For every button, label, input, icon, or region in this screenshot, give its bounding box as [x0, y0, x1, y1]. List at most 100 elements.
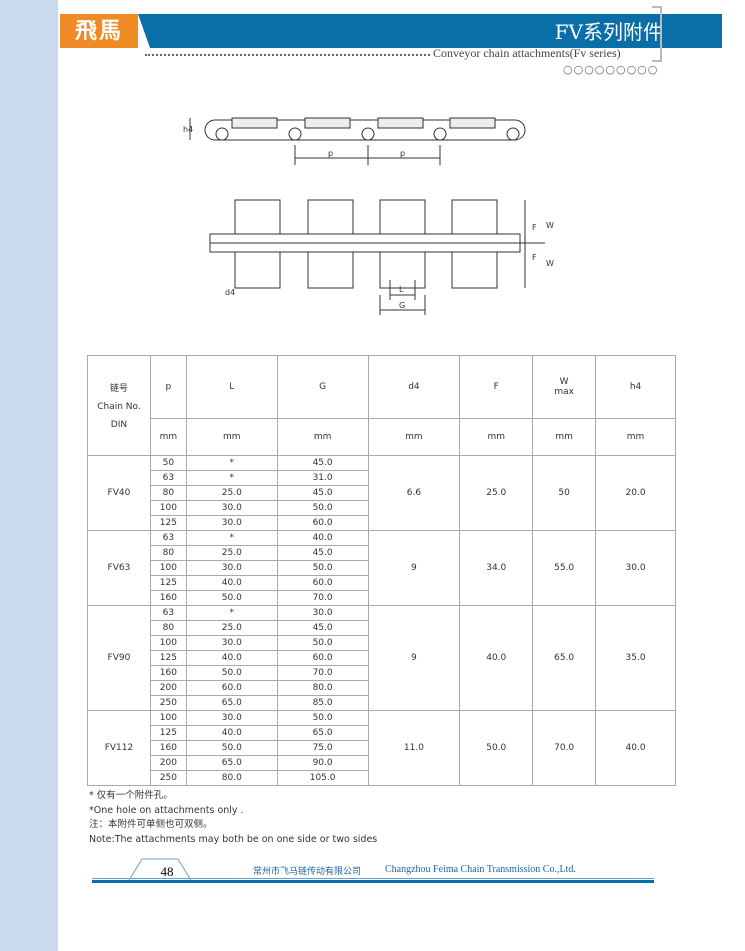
L-cell: 50.0 [185, 740, 278, 756]
L-cell: 80.0 [185, 770, 278, 786]
note-cn-1: * 仅有一个附件孔。 [89, 790, 173, 801]
table-row: 125 30.0 60.0 [88, 515, 676, 531]
G-cell: 90.0 [276, 755, 369, 771]
header-h4: h4 [595, 355, 676, 419]
chain-no-cell: FV90 [87, 605, 151, 711]
L-cell: * [185, 605, 278, 621]
page-number: 48 [160, 864, 174, 879]
p-cell: 250 [149, 695, 187, 711]
unit-cell: mm [459, 418, 534, 456]
note-cn-2: 注：本附件可单侧也可双侧。 [89, 819, 213, 830]
decor-circles: ○○○○○○○○○ [563, 63, 659, 76]
label-G: G [399, 301, 405, 310]
G-cell: 45.0 [276, 455, 369, 471]
G-cell: 70.0 [276, 665, 369, 681]
chain-diagram: h4 p p F F W W d4 L G [183, 117, 554, 315]
h4-cell: 20.0 [595, 455, 676, 531]
L-cell: 30.0 [185, 635, 278, 651]
label-L: L [399, 285, 404, 294]
G-cell: 50.0 [276, 635, 369, 651]
note-en-1: *One hole on attachments only . [89, 804, 244, 816]
p-cell: 100 [149, 560, 187, 576]
chain-no-cell: FV63 [87, 530, 151, 606]
company-name-cn: 常州市飞马链传动有限公司 [253, 867, 362, 877]
p-cell: 63 [149, 605, 187, 621]
p-cell: 50 [149, 455, 187, 471]
G-cell: 40.0 [276, 530, 369, 546]
p-cell: 200 [149, 680, 187, 696]
label-W2: W [546, 259, 554, 268]
table-row: 250 65.0 85.0 [88, 695, 676, 711]
notes: * 仅有一个附件孔。 *One hole on attachments only… [89, 789, 377, 847]
note-en-2: Note:The attachments may both be on one … [89, 833, 378, 845]
d4-cell: 11.0 [367, 710, 461, 786]
table-row: 125 40.0 60.0 [88, 650, 676, 666]
table-row: FV40 50 * 45.0 6.6 25.0 50 20.0 [87, 455, 676, 531]
p-cell: 100 [149, 710, 187, 726]
L-cell: 25.0 [185, 485, 278, 501]
p-cell: 125 [149, 575, 187, 591]
F-cell: 40.0 [459, 605, 534, 711]
G-cell: 45.0 [276, 485, 369, 501]
d4-cell: 9 [367, 530, 461, 606]
p-cell: 200 [149, 755, 187, 771]
G-cell: 85.0 [276, 695, 369, 711]
header-G: G [276, 355, 369, 419]
h4-cell: 40.0 [595, 710, 676, 786]
table-row: 80 25.0 45.0 [88, 545, 676, 561]
L-cell: * [185, 470, 278, 486]
label-F2: F [532, 253, 537, 262]
p-cell: 125 [149, 650, 187, 666]
unit-cell: mm [595, 418, 676, 456]
G-cell: 60.0 [276, 515, 369, 531]
L-cell: 25.0 [185, 545, 278, 561]
p-cell: 63 [149, 470, 187, 486]
header-chain-no: 链号 Chain No. DIN [87, 355, 151, 456]
p-cell: 80 [149, 545, 187, 561]
G-cell: 70.0 [276, 590, 369, 606]
L-cell: 30.0 [185, 560, 278, 576]
d4-cell: 6.6 [367, 455, 461, 531]
G-cell: 50.0 [276, 560, 369, 576]
p-cell: 160 [149, 740, 187, 756]
G-cell: 75.0 [276, 740, 369, 756]
table-row: FV112 100 30.0 50.0 11.0 50.0 70.0 40.0 [87, 710, 676, 786]
logo: 飛馬 [60, 14, 138, 48]
chain-no-cell: FV40 [87, 455, 151, 531]
unit-cell: mm [532, 418, 597, 456]
p-cell: 63 [149, 530, 187, 546]
L-cell: 65.0 [185, 755, 278, 771]
company-name-en: Changzhou Feima Chain Transmission Co.,L… [385, 864, 576, 875]
L-cell: 40.0 [185, 575, 278, 591]
header-L: L [185, 355, 278, 419]
label-p: p [328, 149, 333, 158]
G-cell: 45.0 [276, 545, 369, 561]
G-cell: 105.0 [276, 770, 369, 786]
footer-bar [92, 880, 654, 883]
L-cell: 65.0 [185, 695, 278, 711]
G-cell: 80.0 [276, 680, 369, 696]
page-title: FV系列附件 [554, 20, 663, 44]
p-cell: 100 [149, 635, 187, 651]
unit-cell: mm [185, 418, 278, 456]
G-cell: 65.0 [276, 725, 369, 741]
side-strip [0, 0, 58, 951]
W-cell: 70.0 [532, 710, 597, 786]
L-cell: 50.0 [185, 665, 278, 681]
table-row: 100 30.0 50.0 [88, 635, 676, 651]
p-cell: 160 [149, 590, 187, 606]
header-F: F [459, 355, 534, 419]
header-p: p [149, 355, 187, 419]
table-row: FV63 63 * 40.0 9 34.0 55.0 30.0 [87, 530, 676, 606]
header-band [138, 14, 722, 48]
table-row: 250 80.0 105.0 [88, 770, 676, 786]
G-cell: 60.0 [276, 650, 369, 666]
table-row: 125 40.0 65.0 [88, 725, 676, 741]
header-bracket [652, 6, 662, 62]
p-cell: 160 [149, 665, 187, 681]
header-d4: d4 [367, 355, 461, 419]
G-cell: 60.0 [276, 575, 369, 591]
p-cell: 125 [149, 515, 187, 531]
